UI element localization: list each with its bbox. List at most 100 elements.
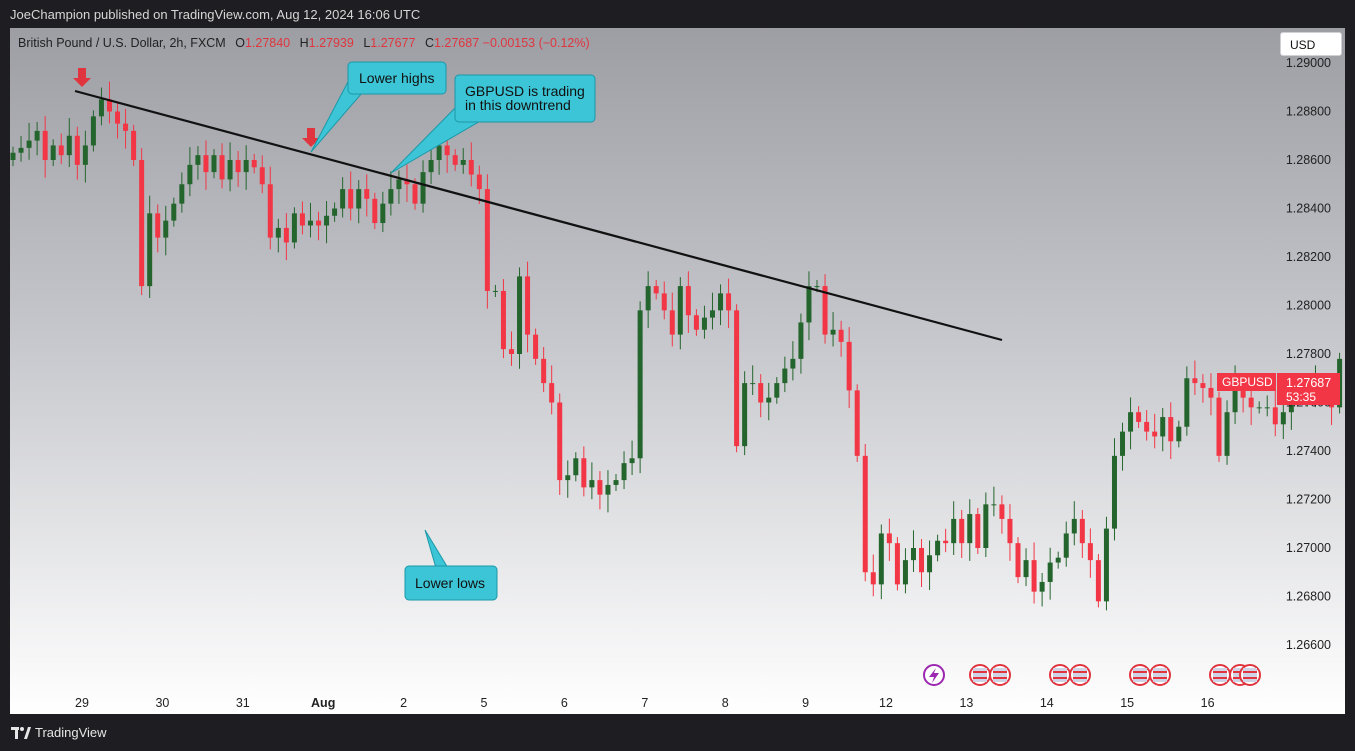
candle-body [436, 145, 442, 160]
candle-body [1007, 518, 1013, 544]
close-value: 1.27687 [433, 36, 480, 50]
candle-body [701, 317, 707, 330]
candle-body [1095, 560, 1101, 602]
candle-body [1136, 412, 1142, 422]
currency-button[interactable]: USD [1280, 32, 1342, 56]
candle-body [854, 390, 860, 456]
candle-body [364, 189, 370, 199]
candle-body [951, 518, 957, 544]
candle-body [549, 383, 555, 403]
candle-body [235, 160, 241, 173]
candle-body [629, 458, 635, 464]
candle-body [967, 514, 973, 544]
candle-body [508, 349, 514, 354]
chart-panel[interactable]: 1.29000 1.28800 1.28600 1.28400 1.28200 1.280… [10, 28, 1345, 714]
candle-body [316, 220, 322, 226]
candle-body [661, 293, 667, 311]
gb-us-flag-icon [1239, 664, 1261, 686]
candle-body [886, 533, 892, 544]
callout-downtrend-line1: GBPUSD is trading [465, 83, 585, 99]
candle-body [115, 111, 121, 124]
price-tick-label: 1.28400 [1286, 202, 1331, 216]
candle-body [1160, 417, 1166, 437]
candle-body [428, 160, 434, 173]
symbol-header[interactable]: British Pound / U.S. Dollar, 2h, FXCM O1… [18, 36, 590, 50]
publisher-bar: JoeChampion published on TradingView.com… [0, 0, 1355, 28]
instrument-title: British Pound / U.S. Dollar, 2h, FXCM [18, 36, 226, 50]
candle-body [862, 455, 868, 573]
callout-lower-lows[interactable]: Lower lows [404, 529, 498, 601]
callout-downtrend[interactable]: GBPUSD is trading in this downtrend [390, 74, 596, 174]
gb-us-flag-icon [1069, 664, 1091, 686]
candle-body [420, 172, 426, 204]
candle-body [669, 310, 675, 335]
candle-body [557, 402, 563, 481]
price-tick-label: 1.27800 [1286, 347, 1331, 361]
candle-body [243, 160, 249, 173]
candle-body [1087, 543, 1093, 561]
candle-body [1047, 562, 1053, 582]
time-tick-label: 8 [722, 696, 729, 710]
time-tick-label: 30 [155, 696, 169, 710]
candle-body [50, 145, 56, 160]
candle-body [211, 155, 217, 173]
price-tick-label: 1.28200 [1286, 250, 1331, 264]
price-tag: GBPUSD 1.27687 53:35 [1217, 373, 1340, 405]
lightning-icon[interactable] [923, 664, 945, 686]
candle-body [726, 293, 732, 311]
candle-body [203, 155, 209, 173]
downtrend-line[interactable] [74, 89, 1003, 342]
time-tick-label: 9 [802, 696, 809, 710]
price-chart[interactable]: 1.29000 1.28800 1.28600 1.28400 1.28200 1.280… [10, 28, 1345, 714]
candle-body [1168, 417, 1174, 442]
price-tag-countdown: 53:35 [1286, 390, 1316, 404]
candle-body [870, 572, 876, 585]
callout-lower-highs[interactable]: Lower highs [310, 61, 447, 153]
brand-name: TradingView [35, 725, 107, 740]
candle-body [1103, 528, 1109, 602]
time-tick-label: 16 [1201, 696, 1215, 710]
candle-body [774, 383, 780, 398]
time-tick-label: 2 [400, 696, 407, 710]
candle-body [742, 383, 748, 447]
candle-body [846, 341, 852, 391]
candle-body [412, 184, 418, 204]
gb-us-flag-icon [1129, 664, 1151, 686]
candle-body [541, 358, 547, 384]
time-tick-label: 14 [1040, 696, 1054, 710]
candle-body [324, 215, 330, 226]
candle-body [1272, 407, 1278, 425]
footer: TradingView [0, 714, 1355, 751]
candles-group [10, 81, 1343, 611]
candle-body [822, 286, 828, 335]
time-axis: 29 30 31 Aug 2 5 6 7 8 9 12 13 14 15 16 [75, 696, 1215, 710]
candle-body [1200, 383, 1206, 388]
time-tick-label: 6 [561, 696, 568, 710]
candle-body [935, 540, 941, 556]
candle-body [291, 213, 297, 243]
candle-body [90, 116, 96, 146]
candle-body [814, 286, 820, 288]
candle-body [927, 555, 933, 573]
price-tick-label: 1.27400 [1286, 444, 1331, 458]
candle-body [605, 484, 611, 495]
candle-body [709, 310, 715, 318]
high-value: 1.27939 [308, 36, 354, 50]
candle-body [66, 135, 72, 156]
candle-body [533, 334, 539, 359]
candle-body [838, 329, 844, 342]
brand[interactable]: TradingView [11, 725, 107, 740]
candle-body [894, 543, 900, 585]
candle-body [356, 189, 362, 209]
candle-body [1208, 387, 1214, 398]
candle-body [34, 130, 40, 141]
candle-body [123, 123, 129, 131]
candle-body [1192, 378, 1198, 384]
callout-downtrend-line2: in this downtrend [465, 97, 571, 113]
tradingview-logo-icon [11, 726, 31, 739]
candle-body [1248, 397, 1254, 408]
candle-body [750, 383, 756, 385]
candle-body [645, 286, 651, 311]
callout-lower-highs-text: Lower highs [359, 70, 435, 86]
candle-body [597, 480, 603, 495]
